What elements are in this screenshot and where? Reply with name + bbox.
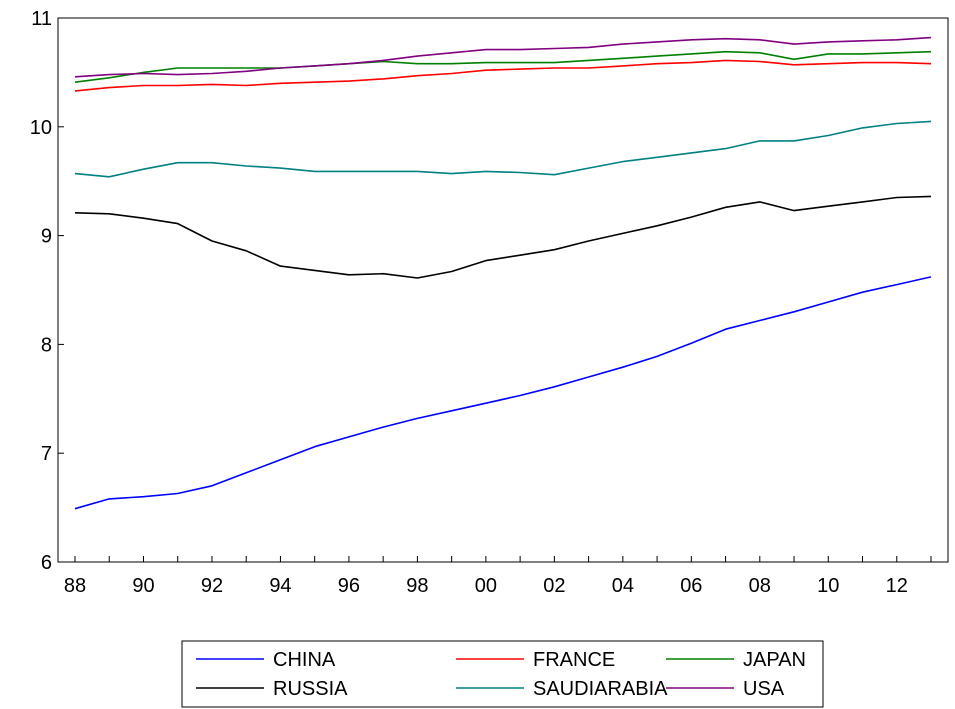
legend-label-japan: JAPAN — [743, 649, 806, 671]
series-line-russia — [74, 195, 932, 279]
y-tick-label: 11 — [31, 8, 52, 30]
x-tick-label: 98 — [406, 575, 428, 597]
x-tick-label: 06 — [680, 575, 702, 597]
legend-label-saudiarabia: SAUDIARABIA — [533, 678, 668, 700]
x-tick-label: 00 — [475, 575, 497, 597]
series-line-usa — [74, 36, 932, 78]
legend-label-france: FRANCE — [533, 649, 615, 671]
x-tick-label: 92 — [201, 575, 223, 597]
series-line-japan — [74, 50, 932, 83]
series-line-france — [74, 59, 932, 92]
series-line-saudiarabia — [74, 120, 932, 178]
y-axis: 6 7 8 9 10 11 — [30, 8, 64, 574]
x-tick-label: 96 — [338, 575, 360, 597]
y-tick-label: 10 — [30, 117, 52, 139]
y-tick-label: 8 — [41, 334, 52, 356]
x-tick-label: 90 — [132, 575, 154, 597]
y-tick-label: 6 — [41, 552, 52, 574]
y-tick-label: 7 — [41, 443, 52, 465]
legend-label-china: CHINA — [273, 649, 336, 671]
legend: CHINA FRANCE JAPAN RUSSIA SAUDIARABIA USA — [181, 640, 824, 708]
series-line-china — [74, 276, 932, 510]
x-tick-label: 10 — [817, 575, 839, 597]
series-lines — [74, 36, 932, 510]
y-tick-label: 9 — [41, 226, 52, 248]
legend-box — [181, 640, 824, 708]
legend-label-russia: RUSSIA — [273, 678, 348, 700]
plot-frame — [57, 17, 949, 563]
x-tick-label: 08 — [749, 575, 771, 597]
x-tick-label: 12 — [886, 575, 908, 597]
x-tick-label: 04 — [612, 575, 634, 597]
x-tick-label: 02 — [543, 575, 565, 597]
x-axis: 88 90 92 94 96 98 00 02 04 06 08 10 12 — [64, 556, 932, 597]
x-tick-label: 94 — [269, 575, 291, 597]
plot-area — [57, 17, 949, 563]
legend-label-usa: USA — [743, 678, 785, 700]
x-tick-label: 88 — [64, 575, 86, 597]
